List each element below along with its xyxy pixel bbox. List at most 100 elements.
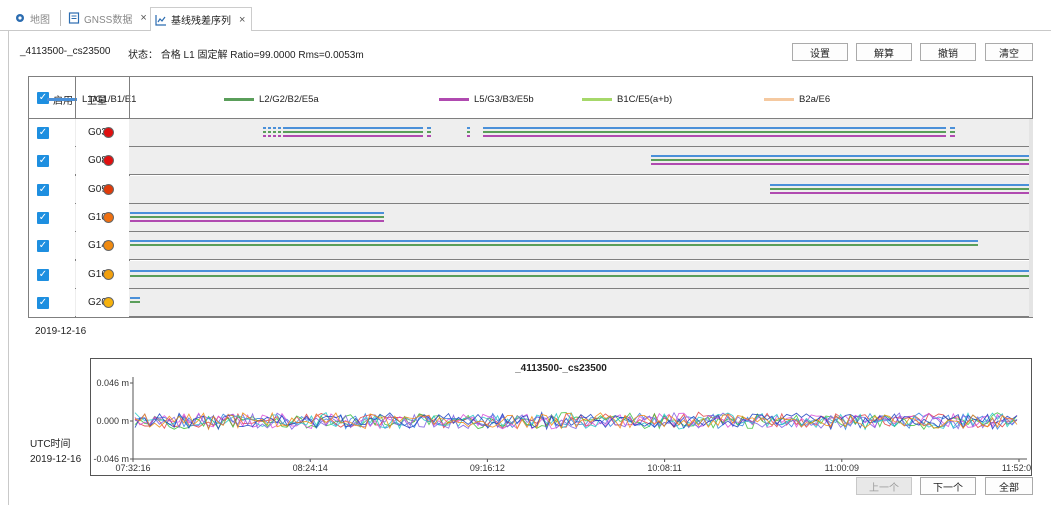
observation-segment	[770, 187, 1030, 190]
observation-segment	[285, 131, 423, 133]
enable-cell: ✓	[29, 288, 75, 317]
satellite-id: G10	[88, 211, 107, 223]
close-icon[interactable]: ×	[239, 13, 246, 26]
observation-bars	[130, 204, 1030, 232]
observation-bars	[130, 119, 1030, 147]
enable-checkbox[interactable]: ✓	[37, 240, 49, 253]
tab-baseline-residual-label: 基线残差序列	[171, 16, 231, 27]
satellite-column-header: 卫星	[87, 96, 107, 107]
satellite-row: ✓ G09	[29, 175, 1032, 204]
satellite-id: G09	[88, 183, 107, 195]
satellite-cell: G08	[76, 147, 129, 176]
enable-cell: ✓	[29, 147, 75, 176]
satellite-row: ✓ G03	[29, 119, 1032, 147]
satellite-cell: G10	[76, 203, 129, 232]
observation-segment	[130, 244, 978, 247]
satellite-status-dot	[103, 296, 114, 308]
undo-button[interactable]: 撤销	[920, 43, 976, 61]
observation-bars	[130, 261, 1030, 289]
observation-segment	[427, 127, 431, 129]
solution-status: 状态： 合格 L1 固定解 Ratio=99.0000 Rms=0.0053m	[128, 50, 364, 61]
panel-border	[8, 31, 9, 505]
observation-segment	[285, 127, 423, 129]
x-tick-label: 08:24:14	[293, 463, 328, 473]
legend-item: L5/G3/B3/E5b	[439, 94, 534, 105]
enable-checkbox[interactable]: ✓	[37, 155, 49, 168]
next-button[interactable]: 下一个	[920, 477, 976, 495]
all-button[interactable]: 全部	[985, 477, 1033, 495]
clear-button[interactable]: 清空	[985, 43, 1033, 61]
tab-gnss-data[interactable]: GNSS数据 ×	[68, 8, 147, 28]
baseline-name: _4113500-_cs23500	[20, 46, 111, 57]
observation-segment	[285, 135, 423, 137]
enable-cell: ✓	[29, 203, 75, 232]
observation-bars	[130, 176, 1030, 204]
enable-checkbox[interactable]: ✓	[37, 127, 49, 139]
satellite-id: G03	[88, 127, 107, 138]
tab-bar: 地图 GNSS数据 × 基线残差序列 ×	[0, 0, 1051, 31]
enable-column-header: 启用	[53, 96, 73, 107]
residual-series-line	[134, 411, 1018, 431]
enable-checkbox[interactable]: ✓	[37, 296, 49, 309]
legend-swatch	[439, 98, 469, 101]
table-scrollbar[interactable]	[1029, 119, 1033, 317]
observation-segment	[130, 274, 1030, 277]
satellite-cell: G20	[76, 288, 129, 317]
satellite-cell: G16	[76, 260, 129, 289]
solve-button[interactable]: 解算	[856, 43, 912, 61]
legend-label: B1C/E5(a+b)	[617, 94, 673, 105]
satellite-row: ✓ G20	[29, 288, 1032, 317]
observation-segment	[483, 131, 946, 133]
satellite-cell: G14	[76, 232, 129, 261]
x-tick-label: 11:52:08	[1002, 463, 1031, 473]
observation-segment	[263, 131, 285, 133]
satellite-cell: G09	[76, 175, 129, 204]
satellite-status-dot	[103, 183, 114, 195]
prev-button[interactable]: 上一个	[856, 477, 912, 495]
satellite-table: ✓ 启用 卫星 L1/G1/B1/E1 L2/G2/B2/E5a L5/G3/B3/…	[28, 76, 1033, 318]
tab-map[interactable]: 地图	[14, 8, 50, 28]
satellite-status-dot	[103, 127, 114, 138]
date-label: 2019-12-16	[35, 326, 87, 337]
observation-segment	[467, 135, 470, 137]
legend-swatch	[764, 98, 794, 101]
satellite-status-dot	[103, 155, 114, 167]
tab-baseline-residual[interactable]: 基线残差序列 ×	[150, 7, 253, 31]
legend-item: B1C/E5(a+b)	[582, 94, 672, 105]
x-tick-label: 07:32:16	[115, 463, 150, 473]
observation-segment	[770, 183, 1030, 186]
gear-icon	[14, 12, 26, 24]
observation-segment	[483, 127, 946, 129]
legend-swatch	[47, 98, 77, 101]
settings-button[interactable]: 设置	[792, 43, 848, 61]
satellite-id: G16	[88, 268, 107, 280]
x-tick-label: 10:08:11	[647, 463, 681, 473]
residual-series-line	[134, 412, 1018, 431]
close-icon[interactable]: ×	[140, 12, 147, 24]
satellite-status-dot	[103, 240, 114, 252]
enable-cell: ✓	[29, 119, 75, 147]
residual-series-line	[134, 411, 1018, 431]
chart-title: _4113500-_cs23500	[514, 363, 607, 374]
observation-segment	[770, 191, 1030, 194]
enable-checkbox[interactable]: ✓	[37, 211, 49, 224]
y-tick-label: 0.046 m	[96, 378, 129, 388]
select-all-checkbox[interactable]: ✓	[37, 92, 49, 104]
observation-segment	[130, 219, 384, 222]
legend-item: L1/G1/B1/E1	[47, 94, 136, 105]
legend-label: L5/G3/B3/E5b	[474, 94, 534, 105]
observation-segment	[130, 240, 978, 243]
legend-swatch	[224, 98, 254, 101]
satellite-row: ✓ G14	[29, 232, 1032, 261]
enable-checkbox[interactable]: ✓	[37, 183, 49, 196]
observation-segment	[427, 135, 431, 137]
observation-bars	[130, 289, 1030, 317]
observation-bars	[130, 232, 1030, 260]
enable-checkbox[interactable]: ✓	[37, 268, 49, 281]
tab-gnss-data-label: GNSS数据	[84, 14, 133, 26]
observation-segment	[130, 269, 1030, 272]
utc-date-label: 2019-12-16	[30, 454, 82, 465]
satellite-table-header: ✓ 启用 卫星 L1/G1/B1/E1 L2/G2/B2/E5a L5/G3/B3/…	[29, 77, 1032, 119]
observation-segment	[130, 296, 140, 299]
